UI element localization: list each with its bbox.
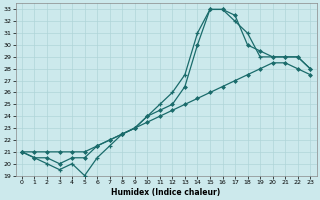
X-axis label: Humidex (Indice chaleur): Humidex (Indice chaleur) [111,188,221,197]
